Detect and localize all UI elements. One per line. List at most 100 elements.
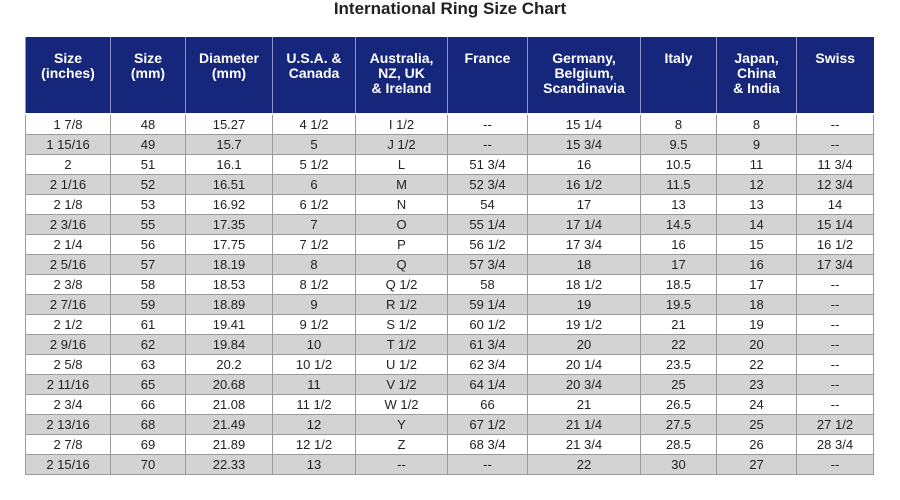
table-cell: 2 5/16 [25, 254, 111, 275]
table-cell: 5 [272, 134, 356, 155]
table-cell: 5 1/2 [272, 154, 356, 175]
table-cell: 27 [716, 454, 797, 475]
table-cell: 18 [527, 254, 641, 275]
header-row: Size (inches) Size (mm) Diameter (mm) U.S.A… [25, 37, 874, 115]
column-header: Swiss [796, 37, 874, 115]
table-cell: 12 1/2 [272, 434, 356, 455]
table-cell: 18 [716, 294, 797, 315]
table-cell: 17 [640, 254, 717, 275]
table-row: 2 5/16 57 18.19 8 Q 57 3/4 18 17 16 17 3/4 [25, 254, 874, 275]
table-cell: 12 [716, 174, 797, 195]
table-cell: 9 [272, 294, 356, 315]
table-cell: 9 1/2 [272, 314, 356, 335]
column-header: Italy [640, 37, 717, 115]
table-cell: 2 1/16 [25, 174, 111, 195]
column-header: Germany, Belgium, Scandinavia [527, 37, 641, 115]
table-cell: -- [796, 134, 874, 155]
table-cell: 24 [716, 394, 797, 415]
table-cell: -- [796, 394, 874, 415]
table-row: 2 3/16 55 17.35 7 O 55 1/4 17 1/4 14.5 14 15 1/4 [25, 214, 874, 235]
table-cell: J 1/2 [355, 134, 448, 155]
table-cell: -- [447, 454, 528, 475]
table-cell: 54 [447, 194, 528, 215]
table-cell: O [355, 214, 448, 235]
table-cell: 20 1/4 [527, 354, 641, 375]
table-cell: 15.7 [185, 134, 273, 155]
table-cell: 25 [640, 374, 717, 395]
table-cell: 19 [716, 314, 797, 335]
table-cell: M [355, 174, 448, 195]
table-cell: 23 [716, 374, 797, 395]
table-cell: -- [447, 113, 528, 135]
table-cell: 21.49 [185, 414, 273, 435]
table-cell: 56 1/2 [447, 234, 528, 255]
table-cell: 10 [272, 334, 356, 355]
table-cell: 48 [110, 113, 186, 135]
table-cell: 30 [640, 454, 717, 475]
table-row: 2 3/4 66 21.08 11 1/2 W 1/2 66 21 26.5 24 -- [25, 394, 874, 415]
table-cell: 10.5 [640, 154, 717, 175]
table-cell: -- [447, 134, 528, 155]
table-cell: 27.5 [640, 414, 717, 435]
table-row: 2 1/4 56 17.75 7 1/2 P 56 1/2 17 3/4 16 15 16 1/2 [25, 234, 874, 255]
table-cell: 11 [272, 374, 356, 395]
table-cell: 57 [110, 254, 186, 275]
table-cell: 69 [110, 434, 186, 455]
table-cell: 25 [716, 414, 797, 435]
table-cell: 15.27 [185, 113, 273, 135]
table-row: 2 3/8 58 18.53 8 1/2 Q 1/2 58 18 1/2 18.5 17 -- [25, 274, 874, 295]
table-cell: 28 3/4 [796, 434, 874, 455]
table-cell: 27 1/2 [796, 414, 874, 435]
table-cell: 10 1/2 [272, 354, 356, 375]
table-cell: Q [355, 254, 448, 275]
table-cell: -- [796, 354, 874, 375]
table-cell: 60 1/2 [447, 314, 528, 335]
table-cell: 55 1/4 [447, 214, 528, 235]
table-cell: 16 [640, 234, 717, 255]
table-cell: 16.92 [185, 194, 273, 215]
table-cell: 2 5/8 [25, 354, 111, 375]
table-cell: 70 [110, 454, 186, 475]
table-cell: 13 [640, 194, 717, 215]
table-cell: 17.75 [185, 234, 273, 255]
table-cell: 1 15/16 [25, 134, 111, 155]
table-cell: 49 [110, 134, 186, 155]
table-cell: 53 [110, 194, 186, 215]
table-cell: 51 3/4 [447, 154, 528, 175]
table-row: 2 9/16 62 19.84 10 T 1/2 61 3/4 20 22 20 -- [25, 334, 874, 355]
table-cell: 26 [716, 434, 797, 455]
table-cell: 23.5 [640, 354, 717, 375]
table-cell: 11 [716, 154, 797, 175]
column-header: Japan, China & India [716, 37, 797, 115]
table-cell: 2 7/8 [25, 434, 111, 455]
table-cell: 2 1/8 [25, 194, 111, 215]
table-cell: V 1/2 [355, 374, 448, 395]
table-cell: 66 [447, 394, 528, 415]
table-cell: 55 [110, 214, 186, 235]
table-cell: 7 [272, 214, 356, 235]
table-row: 2 7/16 59 18.89 9 R 1/2 59 1/4 19 19.5 18 -- [25, 294, 874, 315]
table-cell: L [355, 154, 448, 175]
table-cell: 18 1/2 [527, 274, 641, 295]
table-row: 2 5/8 63 20.2 10 1/2 U 1/2 62 3/4 20 1/4 23.5 22… [25, 354, 874, 375]
table-cell: 17 [527, 194, 641, 215]
table-cell: 59 [110, 294, 186, 315]
table-cell: 15 1/4 [796, 214, 874, 235]
table-cell: -- [796, 113, 874, 135]
table-cell: -- [796, 334, 874, 355]
table-cell: 6 [272, 174, 356, 195]
table-cell: 64 1/4 [447, 374, 528, 395]
table-cell: 11 3/4 [796, 154, 874, 175]
table-cell: R 1/2 [355, 294, 448, 315]
table-cell: 21 3/4 [527, 434, 641, 455]
table-cell: 15 1/4 [527, 113, 641, 135]
table-cell: -- [796, 314, 874, 335]
table-cell: 22 [527, 454, 641, 475]
table-cell: 63 [110, 354, 186, 375]
column-header: Size (inches) [25, 37, 111, 115]
table-cell: 2 15/16 [25, 454, 111, 475]
table-cell: 16 [527, 154, 641, 175]
table-cell: -- [355, 454, 448, 475]
table-cell: 52 [110, 174, 186, 195]
table-cell: 22 [640, 334, 717, 355]
